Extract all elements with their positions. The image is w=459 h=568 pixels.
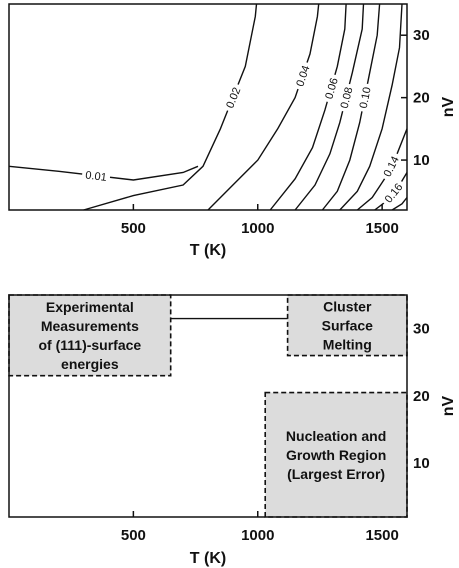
contour-label-bg (221, 82, 244, 113)
region-label-melting: Cluster (323, 298, 372, 314)
contour-line (8, 165, 199, 181)
contour-label-group: 0.06 (320, 72, 341, 104)
contour-line (294, 3, 365, 211)
contour-label: 0.10 (358, 86, 374, 109)
y-tick-label: 30 (413, 27, 430, 44)
x-tick-label: 500 (121, 527, 146, 544)
contour-label-group: 0.14 (378, 150, 403, 182)
contour-label-bg (320, 72, 341, 104)
region-box-melting (286, 294, 408, 357)
region-label-experimental: Measurements (41, 318, 139, 334)
contour-label-group: 0.10 (355, 82, 374, 113)
contour-label-bg (81, 167, 111, 184)
y-tick-label: 10 (413, 455, 430, 472)
region-label-nucleation: (Largest Error) (287, 466, 385, 482)
y-tick-label: 20 (413, 90, 430, 107)
region-panel: 500 1000 1500 10 20 30 Experimental Measuremen… (8, 294, 457, 567)
region-label-experimental: energies (61, 356, 119, 372)
contour-label: 0.01 (85, 169, 108, 183)
contour-label-bg (335, 82, 356, 113)
contour-label-bg (378, 150, 403, 182)
contour-label: 0.02 (224, 86, 243, 110)
contour-ylabel: nV (440, 96, 457, 117)
region-plot-frame (8, 294, 408, 518)
contour-label-group: 0.04 (291, 60, 313, 91)
contour-plot-frame (8, 3, 408, 211)
contour-line (269, 3, 347, 211)
region-xlabel: T (K) (190, 550, 226, 567)
region-label-melting: Melting (323, 336, 372, 352)
y-tick-label: 30 (413, 321, 430, 338)
contour-line (391, 197, 408, 211)
contour-line (339, 3, 403, 211)
contour-label-bg (355, 82, 374, 113)
contour-line (83, 3, 258, 211)
contour-label: 0.08 (339, 86, 356, 110)
x-tick-label: 1500 (365, 220, 398, 237)
contour-line (207, 3, 320, 211)
y-tick-label: 10 (413, 152, 430, 169)
contour-label-group: 0.08 (335, 82, 356, 113)
y-tick-label: 20 (413, 388, 430, 405)
x-tick-label: 1500 (365, 527, 398, 544)
contour-label-group: 0.01 (81, 167, 111, 184)
contour-label-group: 0.02 (221, 82, 244, 113)
contour-label-bg (379, 177, 407, 208)
x-tick-label: 1000 (241, 527, 274, 544)
region-box-experimental (8, 294, 172, 377)
region-label-melting: Surface (322, 317, 374, 333)
region-label-experimental: Experimental (46, 299, 134, 315)
contour-label-bg (291, 60, 313, 91)
region-box-nucleation (264, 391, 408, 518)
x-tick-label: 1000 (241, 220, 274, 237)
contour-xlabel: T (K) (190, 242, 226, 259)
contour-line (321, 3, 381, 211)
region-label-nucleation: Nucleation and (286, 428, 386, 444)
x-tick-label: 500 (121, 220, 146, 237)
region-label-nucleation: Growth Region (286, 447, 386, 463)
contour-label: 0.04 (294, 64, 312, 88)
region-label-experimental: of (111)-surface (38, 337, 141, 353)
contour-label: 0.06 (323, 77, 340, 101)
region-ylabel: nV (440, 395, 457, 416)
